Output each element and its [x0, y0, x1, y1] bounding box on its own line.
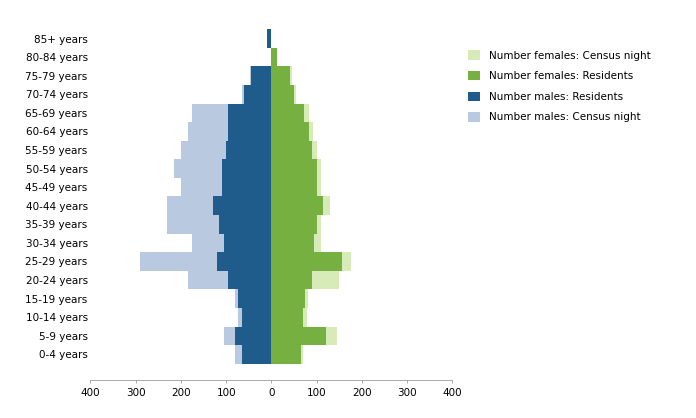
Bar	[271, 252, 351, 271]
Bar	[271, 85, 296, 104]
Bar	[271, 345, 303, 364]
Bar	[271, 141, 317, 159]
Bar	[140, 252, 271, 271]
Bar	[192, 234, 271, 252]
Bar	[251, 66, 271, 85]
Bar	[192, 104, 271, 122]
Legend: Number females: Census night, Number females: Residents, Number males: Residents: Number females: Census night, Number fem…	[465, 47, 654, 125]
Bar	[271, 271, 340, 289]
Bar	[271, 196, 331, 215]
Bar	[221, 159, 271, 178]
Bar	[271, 326, 326, 345]
Bar	[271, 215, 317, 234]
Bar	[271, 345, 301, 364]
Bar	[188, 122, 271, 141]
Bar	[271, 122, 308, 141]
Bar	[224, 326, 271, 345]
Bar	[213, 196, 271, 215]
Bar	[271, 48, 277, 66]
Bar	[271, 141, 312, 159]
Bar	[267, 29, 271, 48]
Bar	[221, 178, 271, 196]
Bar	[271, 48, 277, 66]
Bar	[174, 159, 271, 178]
Bar	[242, 308, 271, 326]
Bar	[271, 289, 306, 308]
Bar	[271, 326, 337, 345]
Bar	[181, 178, 271, 196]
Bar	[237, 289, 271, 308]
Bar	[271, 234, 315, 252]
Bar	[237, 308, 271, 326]
Bar	[167, 215, 271, 234]
Bar	[235, 289, 271, 308]
Bar	[217, 252, 271, 271]
Bar	[235, 345, 271, 364]
Bar	[271, 178, 322, 196]
Bar	[219, 215, 271, 234]
Bar	[271, 234, 322, 252]
Bar	[228, 271, 271, 289]
Bar	[250, 66, 271, 85]
Bar	[244, 85, 271, 104]
Bar	[226, 141, 271, 159]
Bar	[271, 308, 303, 326]
Bar	[271, 104, 308, 122]
Bar	[271, 66, 290, 85]
Bar	[271, 196, 324, 215]
Bar	[271, 104, 304, 122]
Bar	[235, 326, 271, 345]
Bar	[224, 234, 271, 252]
Bar	[271, 308, 307, 326]
Bar	[228, 104, 271, 122]
Bar	[271, 122, 313, 141]
Bar	[242, 345, 271, 364]
Bar	[271, 178, 317, 196]
Bar	[271, 271, 312, 289]
Bar	[271, 252, 342, 271]
Bar	[167, 196, 271, 215]
Bar	[271, 289, 308, 308]
Bar	[242, 85, 271, 104]
Bar	[271, 159, 322, 178]
Bar	[271, 159, 317, 178]
Bar	[181, 141, 271, 159]
Bar	[271, 215, 322, 234]
Bar	[271, 85, 294, 104]
Bar	[228, 122, 271, 141]
Bar	[271, 66, 292, 85]
Bar	[188, 271, 271, 289]
